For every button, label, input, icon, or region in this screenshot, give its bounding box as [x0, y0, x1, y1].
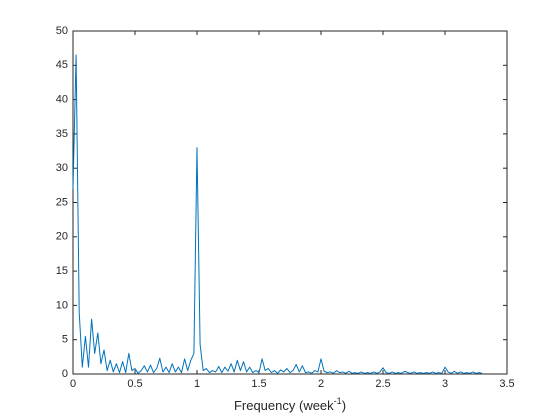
x-tick-label: 2: [318, 378, 324, 390]
x-tick-label: 0: [70, 378, 76, 390]
y-tick-label: 45: [56, 59, 68, 71]
x-tick-label: 2.5: [375, 378, 390, 390]
x-tick-label: 1: [194, 378, 200, 390]
y-tick-label: 25: [56, 196, 68, 208]
y-tick-label: 0: [62, 368, 68, 380]
x-axis-label-main: Frequency (week: [234, 398, 334, 413]
y-tick-label: 15: [56, 265, 68, 277]
y-tick-label: 30: [56, 162, 68, 174]
y-tick-label: 40: [56, 94, 68, 106]
y-tick-label: 50: [56, 25, 68, 37]
data-line: [72, 54, 483, 374]
axes-box: [72, 30, 508, 375]
y-tick-label: 20: [56, 231, 68, 243]
x-tick-label: 0.5: [127, 378, 142, 390]
y-tick-label: 35: [56, 128, 68, 140]
y-tick-label: 10: [56, 299, 68, 311]
x-tick-label: 1.5: [251, 378, 266, 390]
x-axis-label-sup: -1: [334, 396, 342, 406]
y-tick-label: 5: [62, 334, 68, 346]
x-axis-label: Frequency (week-1): [234, 396, 346, 413]
x-tick-label: 3: [442, 378, 448, 390]
x-tick-label: 3.5: [499, 378, 514, 390]
x-axis-label-end: ): [342, 398, 346, 413]
